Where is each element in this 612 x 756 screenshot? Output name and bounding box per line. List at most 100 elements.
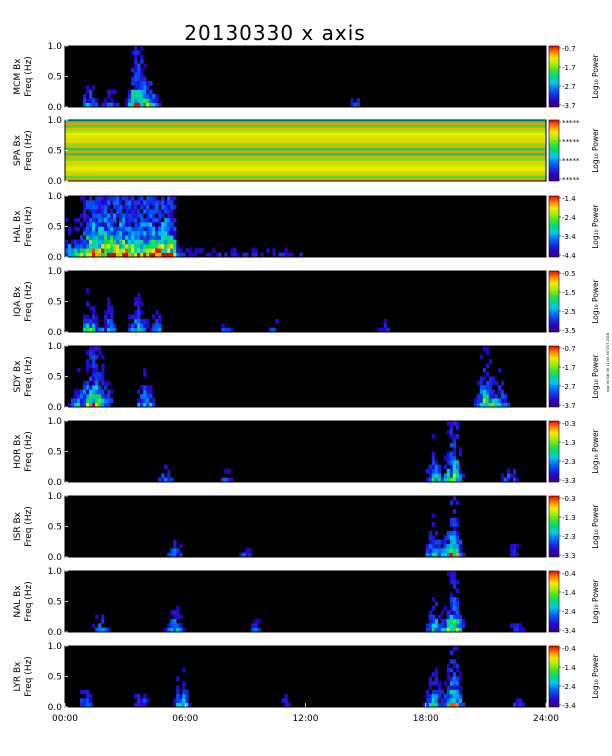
spectrogram-cell — [455, 522, 460, 527]
y-tick-label: 0.5 — [48, 598, 62, 608]
spectrogram-cell — [143, 63, 147, 69]
spectrogram-cell — [143, 398, 147, 403]
spectrogram-cell — [173, 235, 177, 240]
spectrogram-cell — [137, 310, 141, 315]
spectrogram-cell — [101, 627, 105, 633]
spectrogram-cell — [86, 367, 90, 373]
spectrogram-cell — [167, 226, 171, 232]
spectrogram-cell — [92, 200, 96, 206]
spectrogram-cell — [518, 623, 523, 628]
spectrogram-cell — [161, 230, 165, 236]
spectrogram-cell — [104, 102, 108, 108]
spectrogram-cell — [188, 252, 192, 258]
spectrogram-cell — [116, 102, 120, 108]
spectrogram-cell — [131, 76, 135, 82]
panel-iqa: 0.0 0.5 1.0 IQA Bx Freq (Hz) -0.5 -1.5 -2.5 -3.5… — [13, 267, 600, 338]
spectrogram-cell — [137, 93, 141, 99]
spectrogram-cell — [146, 213, 150, 219]
spectrogram-cell — [95, 102, 99, 108]
spectrogram-cell — [176, 689, 180, 695]
spectrogram-cell — [182, 667, 186, 673]
spectrogram-cell — [131, 230, 135, 236]
spectrogram-cell — [431, 614, 436, 620]
spectrogram-cell — [434, 672, 439, 677]
spectrogram-cell — [92, 623, 96, 628]
spectrogram-cell — [86, 222, 90, 227]
spectrogram-cell — [134, 89, 138, 95]
spectrogram-cell — [431, 460, 436, 465]
spectrogram-cell — [125, 217, 129, 223]
spectrogram-cell — [65, 243, 69, 249]
spectrogram-cell — [446, 473, 451, 478]
spectrogram-cell — [491, 398, 496, 403]
spectrogram-cell — [95, 200, 99, 206]
spectrogram-cell — [134, 80, 138, 86]
spectrogram-cell — [452, 605, 457, 611]
spectrogram-cell — [269, 327, 273, 333]
y-tick-label: 0.0 — [48, 253, 63, 263]
spectrogram-cell — [161, 196, 165, 201]
spectrogram-cell — [455, 517, 460, 523]
spectrogram-cell — [137, 297, 141, 302]
spectrogram-cell — [491, 389, 496, 395]
spectrogram-cell — [89, 698, 93, 703]
spectrogram-cell — [92, 380, 96, 386]
spectrogram-cell — [107, 402, 111, 408]
spectrogram-cell — [134, 85, 138, 90]
spectrogram-cell — [455, 605, 460, 611]
spectrogram-cell — [455, 460, 460, 465]
spectrogram-cell — [434, 539, 439, 545]
spectrogram-cell — [98, 248, 102, 253]
spectrogram-cell — [170, 252, 174, 258]
spectrogram-cell — [80, 389, 84, 395]
spectrogram-cell — [449, 425, 454, 431]
spectrogram-cell — [452, 530, 457, 536]
y-axis-label: Freq (Hz) — [24, 130, 34, 171]
spectrogram-cell — [137, 327, 141, 333]
spectrogram-cell — [173, 217, 177, 223]
spectrogram-cell — [146, 226, 150, 232]
spectrogram-cell — [149, 93, 153, 99]
spectrogram-cell — [137, 196, 141, 201]
spectrogram-cell — [356, 98, 360, 103]
spectrogram-cell — [140, 318, 144, 324]
spectrogram-cell — [83, 102, 87, 108]
spectrogram-cell — [122, 243, 126, 249]
spectrogram-cell — [107, 235, 111, 240]
colorbar-label: Log₁₀ Power — [591, 53, 600, 98]
spectrogram-cell — [104, 402, 108, 408]
spectrogram-cell — [119, 243, 123, 249]
y-axis-label: Freq (Hz) — [24, 581, 34, 622]
spectrogram-cell — [128, 239, 132, 245]
spectrogram-cell — [452, 680, 457, 686]
spectrogram-cell — [152, 217, 156, 223]
spectrogram-cell — [170, 548, 174, 553]
spectrogram-cell — [158, 323, 162, 328]
colorbar-tick-label: -1.4 — [562, 664, 576, 672]
spectrogram-cell — [455, 425, 460, 431]
spectrogram-cell — [98, 252, 102, 258]
spectrogram-cell — [449, 473, 454, 478]
spectrogram-cell — [83, 393, 87, 399]
colorbar-tick-label: -3.7 — [562, 402, 576, 410]
spectrogram-cell — [134, 243, 138, 249]
spectrogram-cell — [155, 93, 159, 99]
spectrogram-cell — [158, 248, 162, 253]
y-tick-label: 1.0 — [48, 267, 63, 277]
spectrogram-cell — [458, 623, 463, 628]
spectrogram-cell — [173, 204, 177, 210]
spectrogram-cell — [434, 552, 439, 558]
spectrogram-cell — [92, 248, 96, 253]
spectrogram-cell — [167, 209, 171, 214]
colorbar-tick-label: -3.4 — [562, 627, 576, 635]
spectrogram-cell — [92, 310, 96, 315]
spectrogram-cell — [110, 327, 114, 333]
spectrogram-cell — [158, 252, 162, 258]
spectrogram-cell — [488, 389, 493, 395]
spectrogram-cell — [125, 213, 129, 219]
spectrogram-cell — [443, 623, 448, 628]
spectrogram-cell — [443, 477, 448, 483]
spectrogram-cell — [482, 346, 487, 351]
spectrogram-cell — [197, 248, 201, 253]
